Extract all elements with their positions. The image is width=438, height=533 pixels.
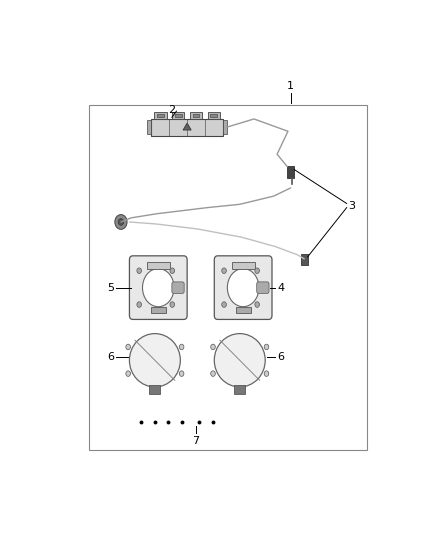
Circle shape <box>264 344 269 350</box>
Text: 1: 1 <box>287 80 294 91</box>
Circle shape <box>118 219 124 225</box>
Circle shape <box>179 371 184 376</box>
Bar <box>286 166 294 177</box>
Polygon shape <box>183 123 191 130</box>
Circle shape <box>227 269 259 306</box>
Bar <box>88 105 367 450</box>
Bar <box>152 118 223 136</box>
Circle shape <box>115 215 127 229</box>
Bar <box>232 262 254 269</box>
FancyBboxPatch shape <box>172 282 184 293</box>
Text: 6: 6 <box>107 352 114 362</box>
FancyBboxPatch shape <box>257 282 269 293</box>
Circle shape <box>126 344 131 350</box>
Bar <box>148 120 152 134</box>
Bar <box>236 306 251 313</box>
Bar <box>301 254 308 265</box>
Text: 3: 3 <box>348 200 355 211</box>
Circle shape <box>126 371 131 376</box>
Circle shape <box>255 268 259 273</box>
Ellipse shape <box>129 334 180 387</box>
Bar <box>149 385 160 394</box>
Bar <box>223 120 227 134</box>
Bar <box>234 385 245 394</box>
FancyBboxPatch shape <box>214 256 272 319</box>
Ellipse shape <box>214 334 265 387</box>
Text: 5: 5 <box>107 282 114 293</box>
Circle shape <box>222 302 226 308</box>
Circle shape <box>170 302 175 308</box>
Circle shape <box>264 371 269 376</box>
Circle shape <box>170 268 175 273</box>
Circle shape <box>137 268 141 273</box>
Circle shape <box>137 302 141 308</box>
Bar <box>151 306 166 313</box>
Circle shape <box>222 268 226 273</box>
Bar <box>147 262 170 269</box>
Bar <box>208 112 220 118</box>
Bar <box>154 112 166 118</box>
Bar <box>172 112 184 118</box>
Bar <box>211 114 217 117</box>
Text: 7: 7 <box>192 436 199 446</box>
Bar <box>193 114 199 117</box>
Circle shape <box>211 344 215 350</box>
Circle shape <box>255 302 259 308</box>
FancyBboxPatch shape <box>129 256 187 319</box>
Text: 2: 2 <box>168 105 176 115</box>
Text: 6: 6 <box>277 352 284 362</box>
Bar <box>175 114 182 117</box>
Circle shape <box>211 371 215 376</box>
Circle shape <box>142 269 174 306</box>
Bar <box>157 114 164 117</box>
Bar <box>190 112 202 118</box>
Text: 4: 4 <box>277 282 284 293</box>
Circle shape <box>179 344 184 350</box>
